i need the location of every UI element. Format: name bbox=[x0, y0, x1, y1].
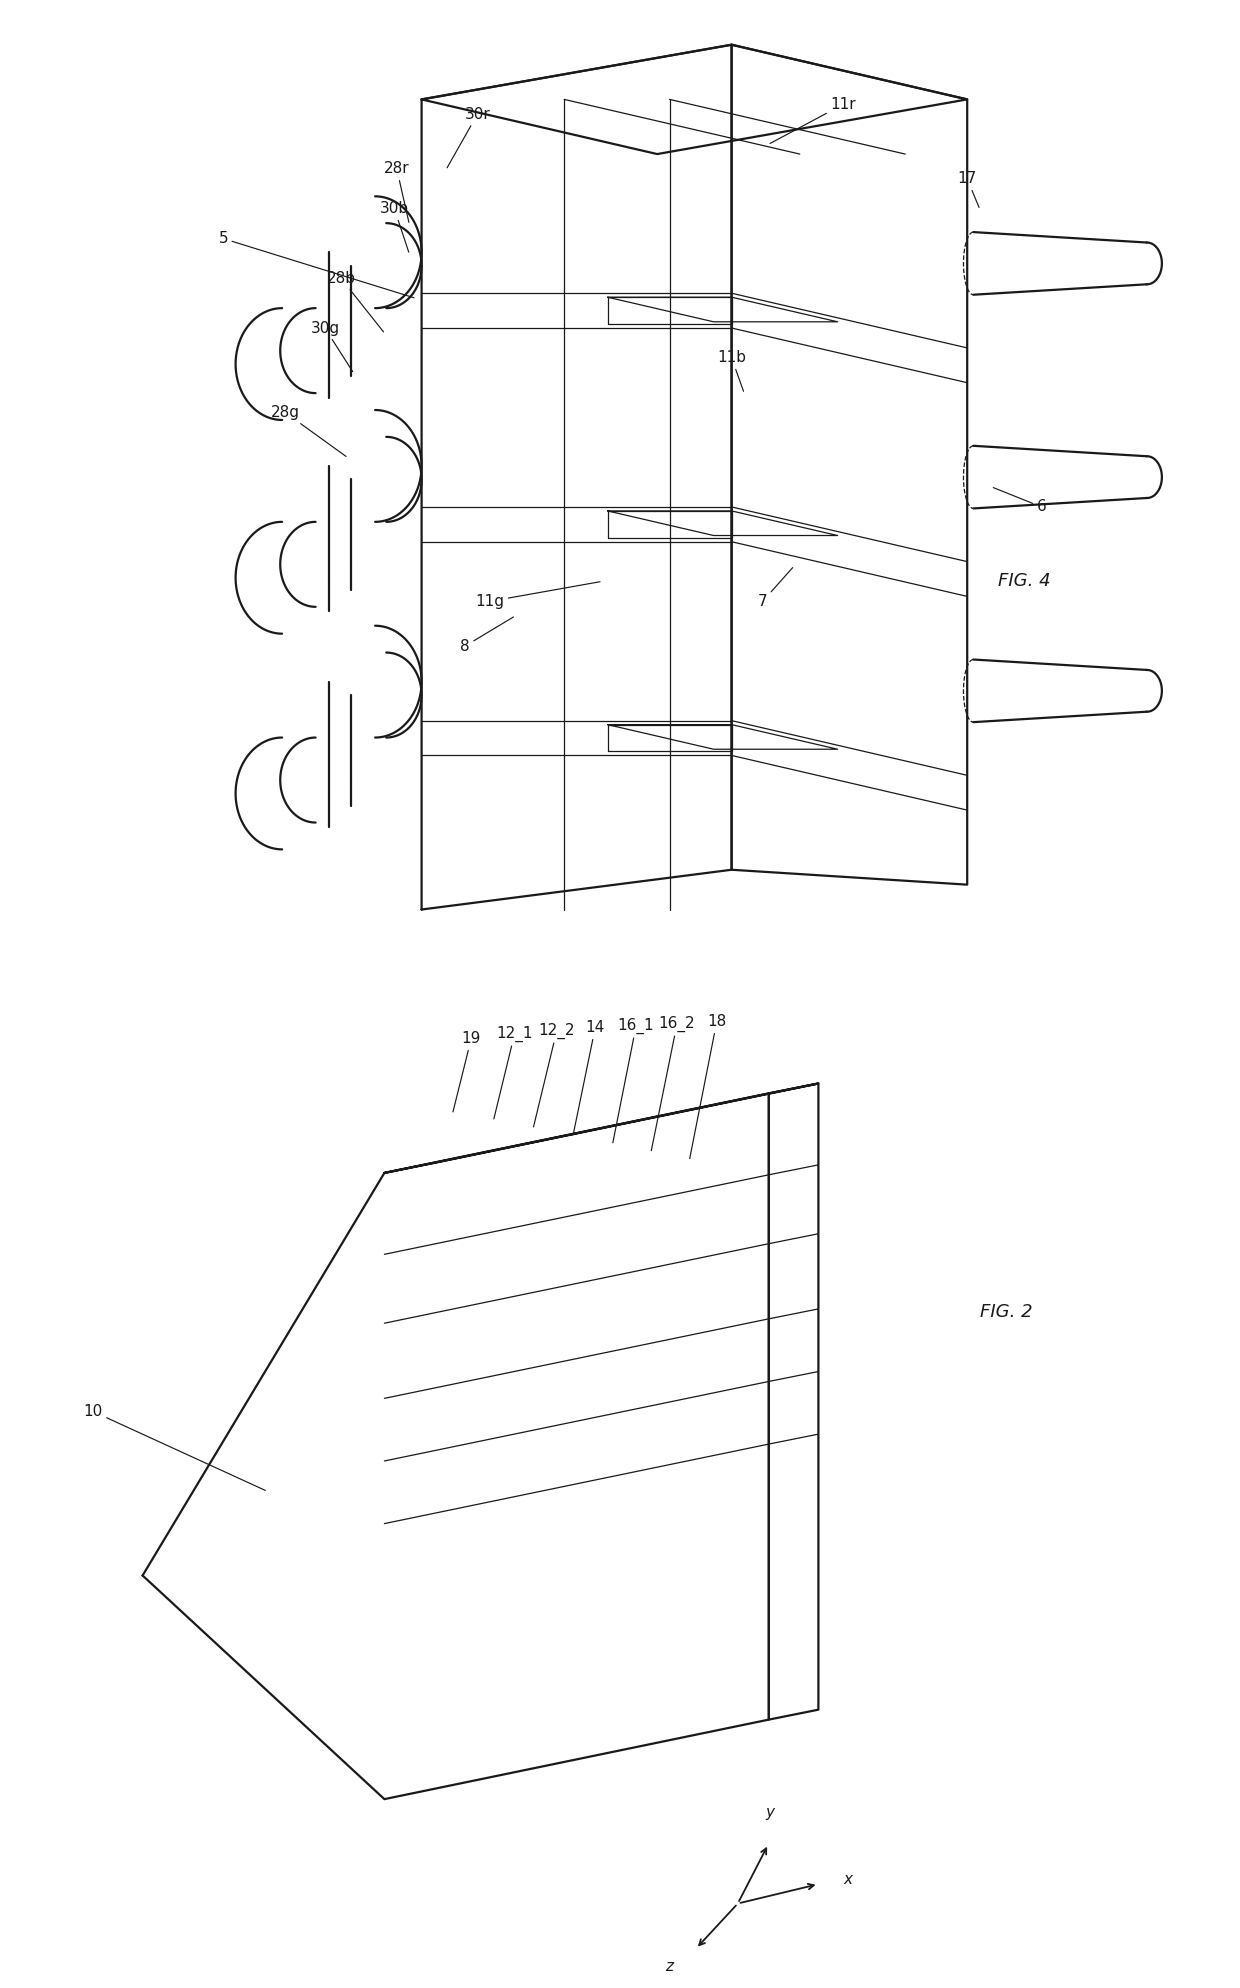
Text: 17: 17 bbox=[957, 171, 980, 207]
Text: z: z bbox=[665, 1958, 673, 1974]
Text: 16_2: 16_2 bbox=[651, 1016, 696, 1151]
Text: 6: 6 bbox=[993, 487, 1047, 515]
Text: 28g: 28g bbox=[270, 406, 346, 457]
Text: 11r: 11r bbox=[770, 97, 856, 143]
Text: 5: 5 bbox=[218, 231, 414, 298]
Text: 12_2: 12_2 bbox=[533, 1022, 575, 1127]
Text: 19: 19 bbox=[453, 1032, 481, 1111]
Text: 28r: 28r bbox=[384, 161, 409, 223]
Text: 28b: 28b bbox=[326, 270, 383, 332]
Text: 30r: 30r bbox=[448, 107, 490, 167]
Text: 11b: 11b bbox=[717, 350, 746, 392]
Text: 30g: 30g bbox=[310, 320, 352, 372]
Text: 12_1: 12_1 bbox=[494, 1026, 533, 1119]
Text: FIG. 2: FIG. 2 bbox=[980, 1302, 1032, 1322]
Text: x: x bbox=[843, 1873, 852, 1887]
Text: 30b: 30b bbox=[379, 201, 409, 252]
Text: 8: 8 bbox=[460, 616, 513, 654]
Text: 18: 18 bbox=[689, 1014, 727, 1159]
Text: 14: 14 bbox=[573, 1020, 605, 1135]
Text: 16_1: 16_1 bbox=[613, 1018, 655, 1143]
Text: y: y bbox=[765, 1805, 775, 1821]
Text: FIG. 4: FIG. 4 bbox=[998, 573, 1050, 590]
Text: 7: 7 bbox=[758, 569, 792, 608]
Text: 10: 10 bbox=[83, 1404, 265, 1491]
Text: 11g: 11g bbox=[475, 582, 600, 608]
